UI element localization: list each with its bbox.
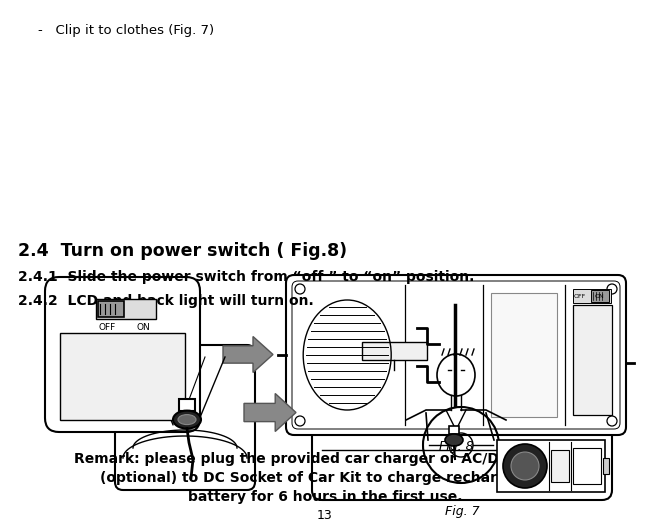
Bar: [573, 448, 601, 484]
Bar: [591, 290, 609, 302]
Bar: [98, 301, 124, 317]
Text: OFF: OFF: [99, 323, 116, 332]
Ellipse shape: [173, 411, 201, 429]
Bar: [573, 289, 611, 303]
Text: (optional) to DC Socket of Car Kit to charge rechargeable: (optional) to DC Socket of Car Kit to ch…: [100, 471, 550, 485]
Ellipse shape: [445, 434, 463, 446]
FancyBboxPatch shape: [286, 275, 626, 435]
Bar: [60, 333, 185, 420]
Text: ON: ON: [137, 323, 150, 332]
Text: Fig. 7: Fig. 7: [445, 505, 479, 518]
FancyBboxPatch shape: [45, 277, 200, 432]
Bar: [603, 458, 609, 474]
Text: ON: ON: [595, 294, 605, 298]
Bar: [573, 305, 612, 415]
Bar: [362, 342, 427, 360]
Bar: [497, 440, 605, 492]
Circle shape: [503, 444, 547, 488]
Bar: [551, 450, 569, 482]
Text: 13: 13: [317, 509, 333, 522]
Bar: [96, 299, 156, 319]
Bar: [179, 398, 195, 411]
Polygon shape: [244, 394, 296, 431]
Ellipse shape: [178, 414, 196, 425]
Text: 2.4.1  Slide the power switch from “off ” to “on” position.: 2.4.1 Slide the power switch from “off ”…: [18, 270, 475, 284]
Text: 2.4.2  LCD and back light will turn on.: 2.4.2 LCD and back light will turn on.: [18, 294, 314, 308]
Bar: [449, 426, 459, 434]
Text: Remark: please plug the provided car charger or AC/DC adaptor: Remark: please plug the provided car cha…: [74, 452, 576, 466]
Text: OFF: OFF: [574, 294, 586, 298]
Text: -   Clip it to clothes (Fig. 7): - Clip it to clothes (Fig. 7): [38, 24, 214, 37]
Text: 2.4  Turn on power switch ( Fig.8): 2.4 Turn on power switch ( Fig.8): [18, 242, 347, 260]
Text: Fig. 8: Fig. 8: [439, 440, 473, 453]
Text: battery for 6 hours in the first use.: battery for 6 hours in the first use.: [187, 490, 462, 504]
Circle shape: [511, 452, 539, 480]
FancyBboxPatch shape: [115, 345, 255, 490]
Polygon shape: [223, 337, 273, 372]
Bar: [492, 293, 557, 417]
FancyBboxPatch shape: [312, 325, 612, 500]
